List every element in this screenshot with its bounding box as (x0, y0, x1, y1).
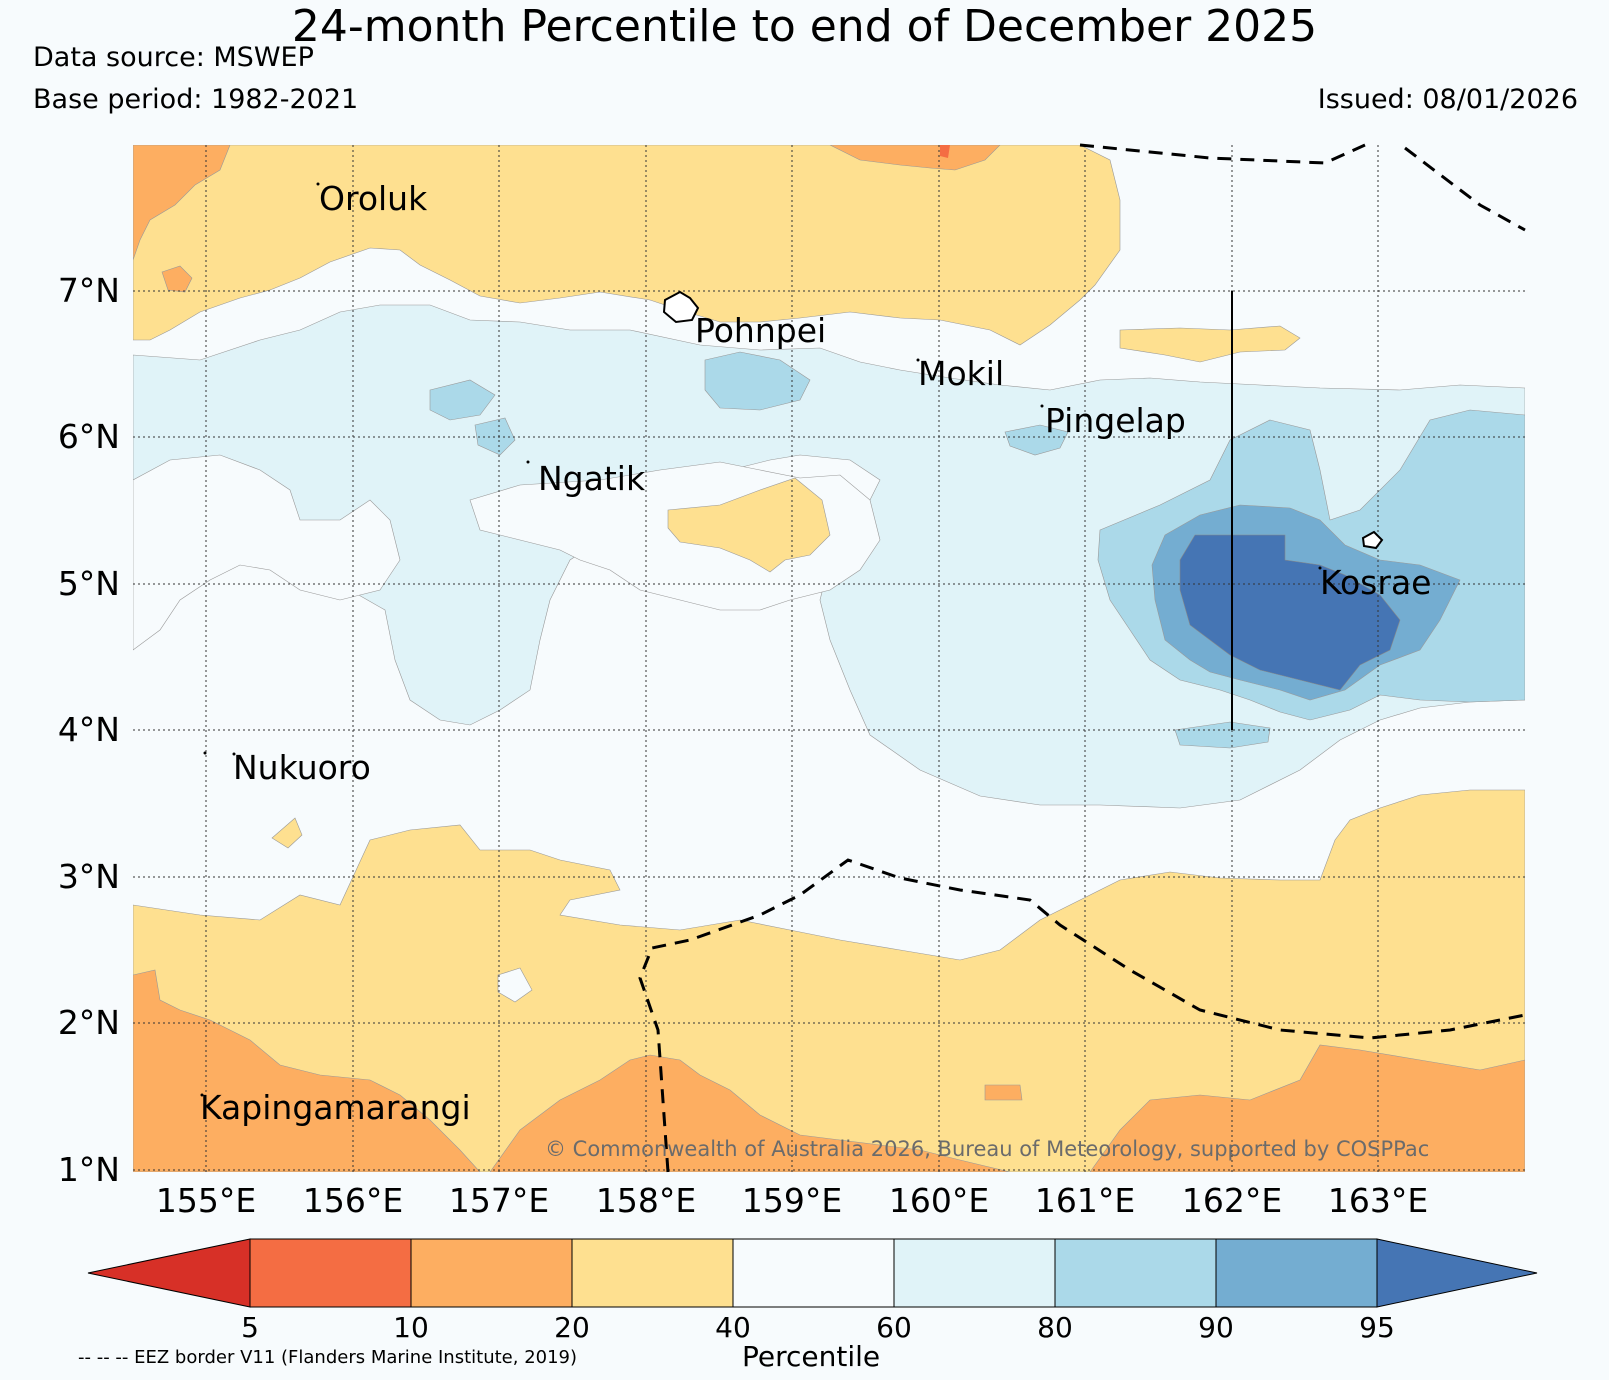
colorbar-seg-gt95 (1376, 1238, 1538, 1308)
data-source-text: Data source: MSWEP (33, 42, 314, 73)
place-label-oroluk: Oroluk (319, 179, 428, 218)
kosrae-island-shape (1361, 530, 1384, 550)
colorbar-seg-10-20 (410, 1238, 573, 1308)
kapingamarangi-marker (200, 1093, 204, 1097)
ngatik-marker (526, 460, 530, 464)
neutral-hole-west (133, 454, 401, 651)
colorbar-seg-90-95 (1215, 1238, 1378, 1308)
lon-label-163e: 163°E (1328, 1181, 1428, 1220)
copyright-credit: © Commonwealth of Australia 2026, Bureau… (545, 1137, 1430, 1161)
colorbar-label: Percentile (742, 1340, 881, 1373)
wet-patch-a (429, 379, 496, 421)
south-neutral-hole (497, 967, 533, 1003)
lon-label-156e: 156°E (303, 1181, 403, 1220)
south-dry-patch-small (271, 817, 303, 849)
colorbar-tick-90: 90 (1198, 1311, 1234, 1344)
colorbar-tick-5: 5 (241, 1311, 259, 1344)
south-10-20-tiny (984, 1084, 1023, 1101)
colorbar-tick-80: 80 (1037, 1311, 1073, 1344)
lat-label-7n: 7°N (58, 271, 120, 310)
eez-border (638, 143, 1526, 1173)
lon-label-161e: 161°E (1035, 1181, 1135, 1220)
percentile-field (133, 145, 1525, 1172)
lon-label-157e: 157°E (449, 1181, 549, 1220)
wet-patch-e (1174, 721, 1271, 749)
colorbar-tick-40: 40 (715, 1311, 751, 1344)
lon-label-158e: 158°E (596, 1181, 696, 1220)
lon-label-162e: 162°E (1182, 1181, 1282, 1220)
oroluk-marker (316, 182, 320, 186)
nukuoro-marker (232, 752, 236, 756)
colorbar-seg-5-10 (249, 1238, 412, 1308)
south-10-20-band (133, 969, 481, 1172)
place-label-ngatik: Ngatik (538, 459, 646, 498)
map-title: 24-month Percentile to end of December 2… (291, 1, 1318, 52)
north-10-20-small (161, 265, 193, 293)
colorbar-seg-20-40 (571, 1238, 734, 1308)
gridlines (133, 145, 1525, 1172)
base-period-text: Base period: 1982-2021 (33, 84, 359, 115)
lat-label-4n: 4°N (58, 710, 120, 749)
lat-label-2n: 2°N (58, 1003, 120, 1042)
place-label-pingelap: Pingelap (1045, 401, 1186, 440)
colorbar-seg-lt5 (87, 1238, 251, 1308)
island-markers (200, 182, 1322, 1097)
eez-footnote: -- -- -- EEZ border V11 (Flanders Marine… (78, 1347, 578, 1368)
lat-label-1n: 1°N (58, 1150, 120, 1189)
lat-label-5n: 5°N (58, 564, 120, 603)
issued-date-text: Issued: 08/01/2026 (1317, 84, 1578, 115)
colorbar-tick-20: 20 (554, 1311, 590, 1344)
north-10-20-west (133, 145, 231, 261)
kosrae-above-95 (1179, 534, 1401, 691)
colorbar-seg-60-80 (893, 1238, 1056, 1308)
colorbar-tick-60: 60 (876, 1311, 912, 1344)
colorbar-seg-40-60 (732, 1238, 895, 1308)
mokil-marker (916, 358, 920, 362)
north-10-20-center (829, 145, 1001, 171)
south-10-20-east (1089, 1044, 1525, 1172)
place-label-kosrae: Kosrae (1320, 563, 1431, 602)
north-dry-patch-east (1119, 325, 1301, 363)
lon-label-160e: 160°E (889, 1181, 989, 1220)
lon-label-155e: 155°E (156, 1181, 256, 1220)
kosrae-marker (1318, 566, 1322, 570)
place-label-kapingamarangi: Kapingamarangi (200, 1088, 471, 1127)
colorbar-seg-80-90 (1054, 1238, 1217, 1308)
wet-patch-b (704, 351, 811, 411)
south-dry-band (133, 789, 1525, 1172)
place-label-pohnpei: Pohnpei (695, 311, 826, 350)
nukuoro-marker-2 (203, 751, 207, 755)
lat-label-6n: 6°N (58, 417, 120, 456)
pohnpei-island-shape (662, 290, 700, 324)
wet-patch-c (1004, 424, 1069, 456)
colorbar (87, 1238, 1538, 1308)
north-5-10-tiny (940, 145, 950, 158)
place-label-mokil: Mokil (918, 354, 1004, 393)
place-label-nukuoro: Nukuoro (233, 748, 371, 787)
pingelap-marker (1040, 404, 1044, 408)
lat-label-3n: 3°N (58, 857, 120, 896)
colorbar-tick-95: 95 (1359, 1311, 1395, 1344)
south-10-20-center (489, 1054, 1011, 1172)
central-dry-patch (667, 477, 831, 573)
colorbar-tick-10: 10 (393, 1311, 429, 1344)
lon-label-159e: 159°E (742, 1181, 842, 1220)
